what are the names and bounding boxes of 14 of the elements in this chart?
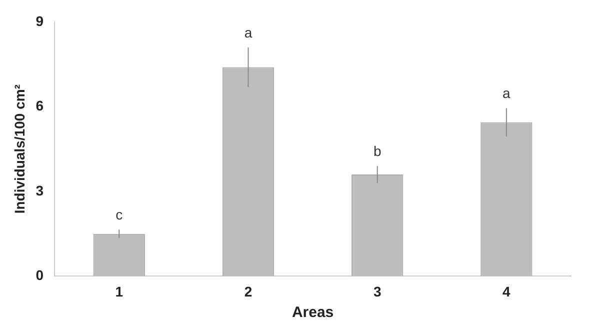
x-tick-label: 2: [244, 283, 252, 300]
annotation: c: [116, 206, 123, 222]
y-tick-label: 3: [36, 182, 44, 198]
annotation: a: [244, 24, 252, 40]
y-tick-label: 6: [36, 98, 44, 114]
x-axis-title: Areas: [292, 304, 334, 322]
annotation: b: [373, 142, 382, 159]
y-axis-title: Individuals/100 cm²: [11, 84, 28, 214]
y-tick-label: 9: [36, 12, 44, 29]
x-tick-label: 1: [115, 283, 124, 300]
annotation: a: [502, 85, 511, 102]
x-tick-label: 4: [502, 283, 511, 300]
x-tick-label: 3: [373, 283, 382, 300]
y-tick-label: 0: [36, 267, 44, 284]
